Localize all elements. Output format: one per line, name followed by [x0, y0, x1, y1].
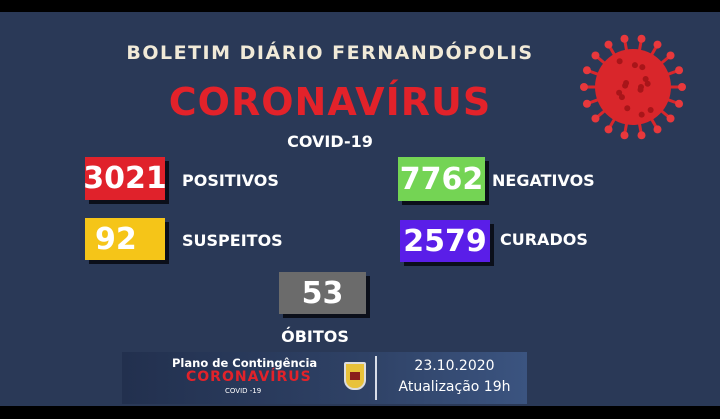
curados-label: CURADOS — [500, 230, 588, 249]
positivos-count: 3021 — [83, 157, 167, 200]
obitos-label: ÓBITOS — [281, 327, 349, 346]
page-title: BOLETIM DIÁRIO FERNANDÓPOLIS — [126, 42, 534, 64]
negativos-label: NEGATIVOS — [492, 171, 595, 190]
banner-covid: COVID -19 — [225, 387, 262, 395]
subtitle: COVID-19 — [287, 132, 373, 151]
banner-plan: Plano de Contingência — [172, 356, 318, 370]
city-crest-icon — [344, 362, 366, 390]
suspeitos-label: SUSPEITOS — [182, 231, 283, 250]
footer-banner: Plano de Contingência CORONAVÍRUS COVID … — [122, 352, 527, 404]
negativos-count: 7762 — [398, 157, 485, 201]
divider — [375, 356, 377, 400]
banner-date: 23.10.2020 — [414, 358, 495, 374]
curados-count: 2579 — [400, 220, 490, 262]
banner-update: Atualização 19h — [398, 379, 511, 395]
headline: CORONAVÍRUS — [168, 80, 492, 124]
positivos-label: POSITIVOS — [182, 171, 279, 190]
obitos-count: 53 — [279, 272, 366, 314]
suspeitos-count: 92 — [85, 218, 165, 260]
banner-corona: CORONAVÍRUS — [186, 369, 312, 385]
coronavirus-icon — [580, 34, 686, 140]
